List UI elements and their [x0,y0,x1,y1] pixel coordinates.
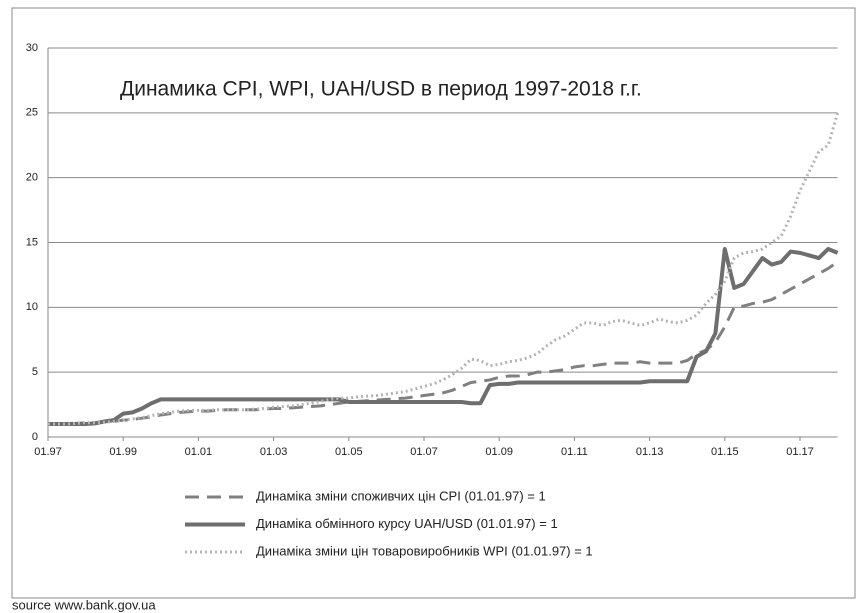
y-tick-label: 0 [32,431,38,443]
x-tick-label: 01.09 [485,446,513,458]
y-tick-label: 30 [26,42,38,54]
y-tick-label: 25 [26,107,38,119]
legend-text: Динаміка обмінного курсу UAH/USD (01.01.… [256,516,558,531]
y-tick-label: 15 [26,236,38,248]
y-tick-label: 10 [26,301,38,313]
source: source www.bank.gov.ua [12,597,156,612]
chart-frame [11,7,856,599]
x-tick-label: 01.15 [711,446,739,458]
legend-text: Динаміка зміни цін товаровиробників WPI … [256,543,593,558]
x-tick-label: 01.03 [260,446,288,458]
x-tick-label: 01.07 [410,446,438,458]
x-tick-label: 01.13 [636,446,664,458]
x-tick-label: 01.11 [561,446,588,458]
x-tick-label: 01.99 [109,446,137,458]
x-tick-label: 01.01 [185,446,213,458]
series-line [48,246,839,427]
chart-title: Динамика CPI, WPI, UAH/USD в период 1997… [120,78,642,101]
x-tick-label: 01.97 [34,446,62,458]
x-tick-label: 01.17 [786,446,814,458]
y-tick-label: 20 [26,172,38,184]
x-tick-label: 01.05 [335,446,363,458]
y-tick-label: 5 [32,366,38,378]
legend-text: Динаміка зміни споживчих цін CPI (01.01.… [256,488,546,503]
